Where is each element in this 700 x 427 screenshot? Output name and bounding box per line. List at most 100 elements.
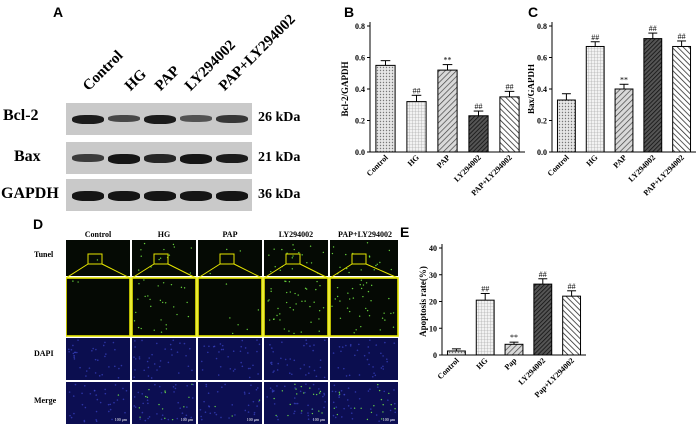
- dapi-nucleus: [73, 354, 75, 357]
- tunel-dot: [310, 321, 312, 323]
- y-tick-label: 0.4: [355, 85, 365, 94]
- panel-letter-a: A: [53, 4, 64, 20]
- dapi-nucleus: [391, 419, 393, 422]
- dapi-nucleus: [173, 391, 175, 393]
- dapi-nucleus: [288, 372, 291, 375]
- tunel-dot: [318, 392, 321, 394]
- dapi-nucleus: [305, 339, 307, 341]
- tunel-dot: [353, 332, 355, 334]
- tunel-dot: [377, 383, 379, 386]
- dapi-nucleus: [335, 406, 338, 408]
- dapi-nucleus: [114, 365, 116, 368]
- panel-letter-c: C: [528, 4, 539, 20]
- tunel-dot: [379, 261, 381, 264]
- dapi-nucleus: [307, 372, 310, 374]
- dapi-nucleus: [114, 348, 116, 351]
- tunel-dot: [283, 328, 286, 330]
- dapi-nucleus: [143, 369, 146, 372]
- tunel-dot: [161, 408, 164, 410]
- dapi-nucleus: [250, 384, 252, 386]
- y-tick-label: 0.4: [537, 85, 547, 94]
- tunel-dot: [164, 302, 167, 304]
- dapi-nucleus: [366, 358, 369, 361]
- scale-bar-label: 100 μm: [181, 417, 194, 422]
- tunel-dot: [383, 312, 385, 314]
- tunel-dot: [160, 319, 162, 321]
- wb-band: [72, 115, 104, 125]
- tunel-dot: [381, 317, 384, 319]
- dapi-nucleus: [95, 419, 97, 421]
- bar: [446, 350, 466, 356]
- dapi-nucleus: [270, 363, 273, 366]
- dapi-nucleus: [222, 348, 225, 351]
- micro-image: [66, 382, 130, 424]
- dapi-nucleus: [296, 402, 299, 405]
- x-category-label: PAP: [435, 153, 452, 170]
- dapi-nucleus: [356, 349, 359, 352]
- dapi-nucleus: [303, 364, 306, 366]
- tunel-dot: [346, 307, 349, 309]
- tunel-dot: [376, 263, 378, 266]
- dapi-nucleus: [134, 406, 137, 408]
- tunel-dot: [273, 248, 275, 250]
- dapi-nucleus: [387, 399, 389, 401]
- dapi-nucleus: [276, 369, 279, 371]
- dapi-nucleus: [323, 376, 326, 379]
- dapi-nucleus: [358, 374, 361, 376]
- dapi-nucleus: [203, 345, 206, 347]
- dapi-nucleus: [218, 351, 220, 353]
- tunel-dot: [277, 307, 279, 310]
- tunel-dot: [382, 404, 384, 406]
- dapi-nucleus: [354, 354, 356, 357]
- tunel-dot: [382, 411, 384, 413]
- dapi-nucleus: [346, 399, 349, 401]
- dapi-nucleus: [348, 374, 351, 377]
- tunel-dot: [138, 407, 141, 409]
- dapi-nucleus: [101, 373, 104, 376]
- tunel-dot: [348, 310, 351, 313]
- wb-band: [216, 154, 248, 164]
- tunel-dot: [209, 272, 211, 275]
- tunel-dot: [140, 255, 142, 257]
- dapi-nucleus: [257, 373, 259, 375]
- dapi-nucleus: [322, 395, 324, 398]
- dapi-nucleus: [104, 355, 106, 358]
- tunel-dot: [373, 269, 375, 271]
- dapi-nucleus: [201, 369, 204, 371]
- dapi-nucleus: [72, 344, 74, 347]
- scale-bar-label: 100 μm: [383, 417, 396, 422]
- tunel-dot: [293, 248, 295, 251]
- dapi-nucleus: [386, 358, 388, 360]
- zoom-guide-line: [197, 263, 221, 279]
- significance-mark: **: [620, 75, 628, 84]
- dapi-nucleus: [305, 342, 308, 345]
- dapi-nucleus: [300, 412, 303, 414]
- dapi-nucleus: [338, 396, 340, 399]
- tunel-dot: [140, 327, 142, 330]
- tunel-dot: [291, 257, 293, 259]
- dapi-nucleus: [153, 363, 156, 365]
- tunel-dot: [183, 287, 186, 289]
- tunel-dot: [163, 248, 165, 251]
- dapi-nucleus: [315, 375, 318, 378]
- dapi-nucleus: [323, 394, 326, 396]
- dapi-nucleus: [331, 390, 334, 393]
- micro-image: [198, 382, 262, 424]
- tunel-dot: [160, 331, 163, 333]
- tunel-dot: [96, 259, 99, 261]
- tunel-dot: [365, 307, 367, 310]
- zoom-box: [285, 253, 301, 265]
- dapi-nucleus: [375, 414, 378, 416]
- tunel-dot: [375, 264, 377, 267]
- dapi-nucleus: [88, 367, 91, 369]
- dapi-nucleus: [221, 344, 224, 347]
- dapi-nucleus: [308, 366, 311, 368]
- significance-mark: ##: [475, 102, 483, 111]
- micro-image: [264, 338, 328, 380]
- tunel-dot: [267, 300, 269, 302]
- dapi-nucleus: [319, 359, 322, 361]
- dapi-nucleus: [347, 405, 350, 407]
- dapi-nucleus: [148, 416, 151, 418]
- dapi-nucleus: [95, 348, 97, 351]
- tunel-dot: [315, 393, 318, 396]
